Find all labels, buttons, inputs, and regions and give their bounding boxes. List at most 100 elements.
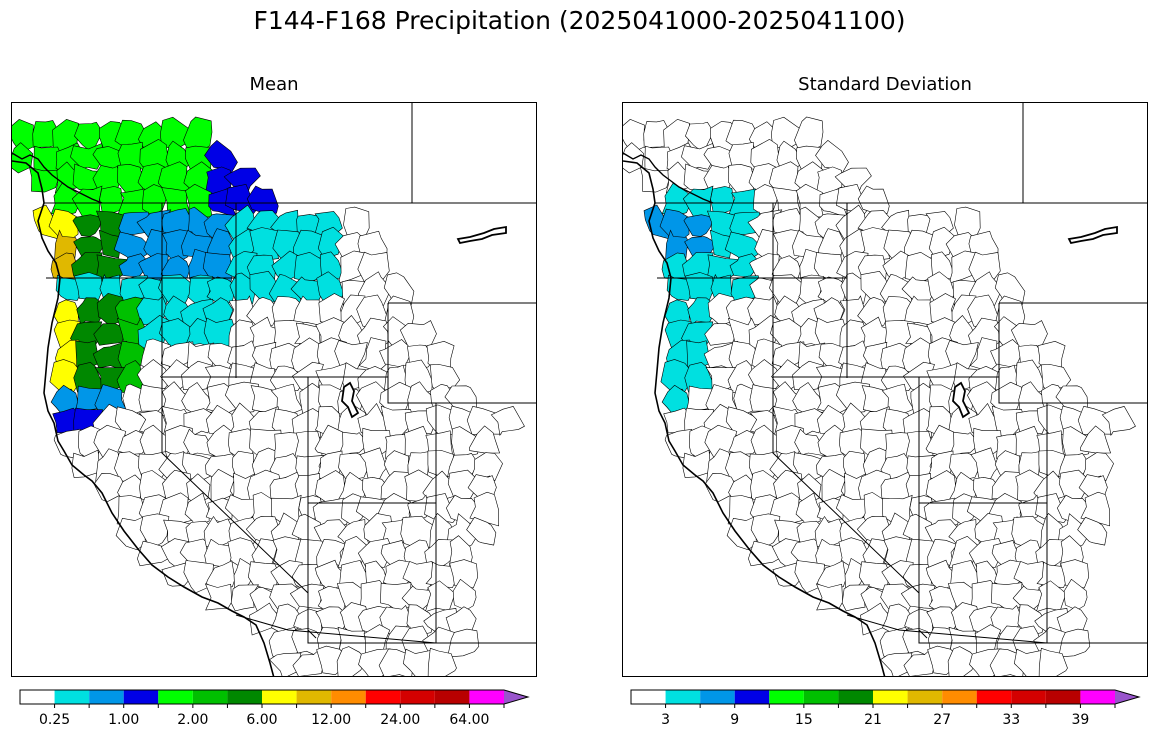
mean-map-svg <box>12 103 536 676</box>
stddev-basin <box>834 167 872 199</box>
mean-colorbar-svg <box>19 689 530 708</box>
mean-basin <box>249 227 281 261</box>
mean-basin <box>223 167 261 199</box>
stddev-colorbar-label: 33 <box>1002 712 1021 728</box>
mean-colorbar-segment <box>331 690 366 704</box>
stddev-basin <box>923 497 961 527</box>
mean-basin <box>312 497 350 527</box>
mean-basin <box>210 468 236 503</box>
mean-coastline <box>12 160 275 676</box>
mean-basin <box>246 296 280 331</box>
stddev-basin <box>816 497 844 523</box>
stddev-panel-title: Standard Deviation <box>798 74 972 95</box>
stddev-basin <box>860 227 892 261</box>
stddev-colorbar-segment <box>1011 690 1046 704</box>
stddev-basin <box>1035 539 1067 567</box>
mean-colorbar-segment <box>262 690 297 704</box>
stddev-basin <box>969 337 998 372</box>
mean-basin <box>289 583 325 609</box>
stddev-basin <box>813 252 844 282</box>
mean-basin <box>317 226 346 259</box>
stddev-basin <box>1077 516 1108 546</box>
stddev-colorbar-extend <box>1115 690 1139 704</box>
mean-colorbar-outline <box>19 689 530 705</box>
mean-colorbar-segment <box>54 690 90 704</box>
stddev-basin <box>844 557 864 590</box>
stddev-colorbar-segment <box>769 690 804 704</box>
stddev-lake <box>952 381 971 419</box>
mean-basin <box>292 647 325 676</box>
mean-basin <box>334 340 368 372</box>
stddev-coastline <box>623 160 886 676</box>
mean-colorbar-segment <box>20 690 55 704</box>
mean-colorbar-segment <box>123 690 159 704</box>
stddev-colorbar-segment <box>665 690 701 704</box>
stddev-colorbar-segment <box>1080 690 1115 704</box>
stddev-colorbar-svg <box>630 689 1141 708</box>
stddev-basin <box>683 214 714 237</box>
stddev-basin <box>903 647 936 676</box>
stddev-basin <box>659 208 690 241</box>
stddev-basin <box>1038 647 1068 676</box>
mean-bc-coastline <box>12 152 103 204</box>
mean-colorbar <box>19 689 530 708</box>
stddev-colorbar-segment <box>734 690 770 704</box>
mean-lake <box>456 225 507 245</box>
stddev-basin <box>945 340 979 372</box>
mean-map-panel <box>11 102 537 677</box>
stddev-bc-coastline <box>623 152 714 204</box>
mean-basin <box>48 208 79 241</box>
stddev-basin <box>794 116 824 153</box>
mean-basin <box>55 274 82 301</box>
stddev-basin <box>900 583 936 609</box>
stddev-colorbar-label: 39 <box>1071 712 1090 728</box>
mean-state-border <box>307 503 436 644</box>
mean-lake <box>341 381 360 419</box>
stddev-colorbar-segment <box>1045 690 1081 704</box>
stddev-basin <box>640 167 671 193</box>
stddev-basin <box>1101 406 1136 437</box>
mean-basin <box>490 406 525 437</box>
stddev-basin <box>994 272 1026 306</box>
mean-colorbar-segment <box>365 690 401 704</box>
mean-basin <box>383 272 415 306</box>
mean-basin <box>230 584 260 612</box>
stddev-basin <box>816 560 847 591</box>
mean-basin <box>205 560 236 591</box>
stddev-colorbar-segment <box>976 690 1012 704</box>
stddev-colorbar-label: 27 <box>933 712 952 728</box>
figure-title: F144-F168 Precipitation (2025041000-2025… <box>253 6 906 35</box>
mean-colorbar-label: 0.25 <box>38 712 71 728</box>
stddev-colorbar-label: 15 <box>794 712 813 728</box>
stddev-basin <box>880 365 917 392</box>
stddev-basin <box>795 492 821 528</box>
mean-colorbar-segment <box>469 690 504 704</box>
stddev-basin <box>1036 561 1068 589</box>
stddev-basin <box>835 381 870 414</box>
stddev-basin <box>1080 425 1112 454</box>
mean-basin <box>224 381 259 414</box>
stddev-basin <box>1060 559 1090 589</box>
mean-colorbar-segment <box>158 690 193 704</box>
mean-panel-title: Mean <box>249 74 299 95</box>
mean-basin <box>202 252 233 282</box>
mean-basin <box>469 425 501 454</box>
stddev-basin <box>857 296 891 331</box>
stddev-colorbar-segment <box>700 690 735 704</box>
stddev-basin <box>821 468 847 503</box>
stddev-basin <box>815 583 844 611</box>
mean-colorbar-segment <box>400 690 435 704</box>
stddev-basin <box>815 166 843 197</box>
stddev-map-panel <box>622 102 1148 677</box>
stddev-basin <box>835 494 873 530</box>
stddev-colorbar-segment <box>803 690 839 704</box>
mean-basin <box>337 431 370 458</box>
stddev-map-svg <box>623 103 1147 676</box>
mean-colorbar-segment <box>434 690 470 704</box>
mean-basin <box>424 539 456 567</box>
stddev-basin <box>1079 452 1114 483</box>
mean-basin <box>468 452 503 483</box>
stddev-colorbar-segment <box>907 690 943 704</box>
mean-colorbar-label: 24.00 <box>380 712 421 728</box>
mean-basin <box>449 559 479 589</box>
